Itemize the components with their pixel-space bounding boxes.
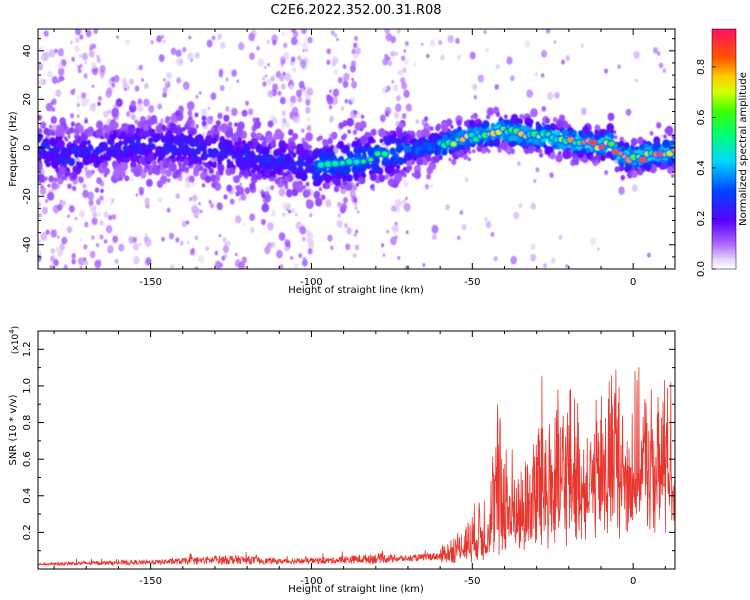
colorbar-ticks: 0.0 0.2 0.4 0.6 0.8: [696, 59, 716, 277]
spectrogram-y-ticks: -40 -20 0 20 40: [22, 38, 675, 270]
y-tick-label: 0.8: [22, 415, 33, 431]
y-tick-label: 0: [22, 145, 33, 151]
colorbar-tick-label: 0.4: [696, 160, 707, 176]
x-tick-label: 0: [630, 277, 636, 288]
y-tick-label: 0.2: [22, 524, 33, 540]
spectrogram-x-ticks: -150 -100 -50 0: [53, 29, 666, 288]
figure-title: C2E6.2022.352.00.31.R08: [270, 3, 441, 18]
snr-y-multiplier: (x104): [8, 326, 21, 354]
spectrogram-frame: [37, 28, 676, 270]
snr-x-label: Height of straight line (km): [288, 584, 424, 595]
colorbar-tick-label: 0.6: [696, 109, 707, 125]
colorbar-tick-label: 0.8: [696, 59, 707, 75]
snr-frame: [37, 330, 676, 570]
y-tick-label: 1.2: [22, 341, 33, 357]
y-tick-label: -20: [22, 188, 33, 204]
snr-y-label: SNR (10 * v/v): [8, 394, 19, 465]
snr-x-ticks: -150 -100 -50 0: [53, 331, 666, 587]
colorbar-tick-label: 0.0: [696, 261, 707, 277]
x-tick-label: -150: [139, 576, 162, 587]
spectrogram-heatmap: [38, 29, 675, 269]
x-tick-label: -150: [139, 277, 162, 288]
spectrogram-x-label: Height of straight line (km): [288, 285, 424, 296]
y-tick-label: 20: [22, 93, 33, 106]
x-tick-label: -50: [464, 277, 480, 288]
y-tick-label: 0.6: [22, 451, 33, 467]
y-tick-label: 40: [22, 44, 33, 57]
x-tick-label: 0: [630, 576, 636, 587]
y-tick-label: -40: [22, 237, 33, 253]
spectrogram-y-label: Frequency (Hz): [8, 111, 19, 187]
x-tick-label: -100: [300, 277, 323, 288]
colorbar-label: Normalized spectral amplitude: [738, 72, 749, 226]
colorbar: 0.0 0.2 0.4 0.6 0.8 Normalized spectral ampl…: [696, 28, 749, 277]
y-tick-label: 1.0: [22, 378, 33, 394]
spectrogram-panel: -150 -100 -50 0 -40 -20 0 20 40 Height of strai…: [8, 28, 676, 296]
y-tick-label: 0.4: [22, 488, 33, 504]
snr-series-line: [38, 367, 675, 567]
x-tick-label: -100: [300, 576, 323, 587]
colorbar-gradient: [711, 28, 737, 270]
colorbar-tick-label: 0.2: [696, 211, 707, 227]
x-tick-label: -50: [464, 576, 480, 587]
snr-y-ticks: 0.2 0.4 0.6 0.8 1.0 1.2: [22, 330, 675, 552]
snr-panel: -150 -100 -50 0 0.2 0.4 0.6 0.8 1.0 1.2 Height o…: [8, 326, 676, 595]
